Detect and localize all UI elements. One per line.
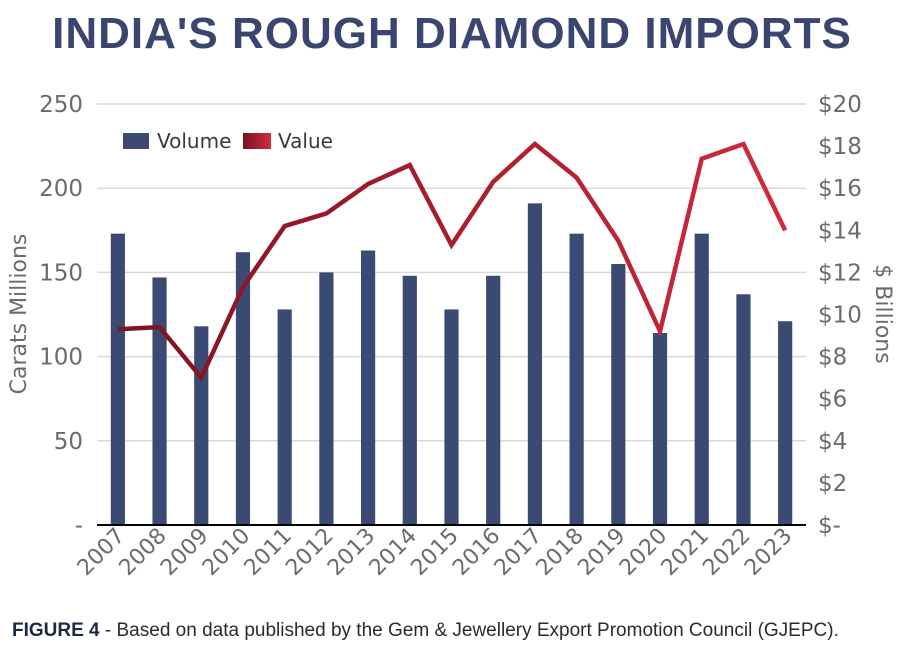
legend-swatch-volume: [123, 133, 149, 149]
x-tick-label: 2010: [198, 524, 255, 581]
legend-label-volume: Volume: [157, 129, 231, 153]
right-tick-label: $2: [818, 471, 847, 497]
bar-2007: [110, 233, 125, 525]
line-series-value: [117, 141, 788, 382]
figure-caption-text: - Based on data published by the Gem & J…: [99, 620, 839, 641]
right-axis-ticks: $- $2 $4 $6 $8 $10 $12 $14 $16 $18 $20: [818, 92, 862, 539]
bar-2009: [194, 326, 209, 525]
gridlines: [97, 103, 806, 442]
x-tick-label: 2011: [240, 524, 297, 581]
bar-2017: [527, 203, 543, 525]
bar-2011: [277, 309, 292, 525]
x-tick-label: 2023: [740, 524, 797, 581]
left-tick-label: -: [75, 513, 83, 539]
value-line: [117, 141, 788, 382]
left-tick-label: 200: [39, 176, 83, 202]
bar-series-volume: [110, 203, 793, 525]
bar-2008: [152, 277, 167, 525]
x-tick-label: 2022: [698, 524, 755, 581]
right-tick-label: $-: [818, 513, 841, 539]
right-tick-label: $12: [818, 260, 862, 286]
x-tick-label: 2021: [657, 524, 714, 581]
x-tick-label: 2015: [406, 524, 463, 581]
right-tick-label: $14: [818, 218, 862, 244]
x-tick-label: 2008: [115, 524, 172, 581]
x-tick-label: 2013: [323, 524, 380, 581]
bar-2020: [652, 333, 668, 525]
bar-2012: [319, 272, 334, 525]
bar-2018: [569, 233, 584, 525]
x-axis-ticks: 2007200820092010201120122013201420152016…: [73, 524, 798, 581]
right-tick-label: $6: [818, 387, 847, 413]
x-tick-label: 2012: [281, 524, 338, 581]
chart-title: INDIA'S ROUGH DIAMOND IMPORTS: [52, 9, 852, 58]
x-tick-label: 2009: [156, 524, 213, 581]
right-tick-label: $20: [818, 92, 862, 118]
right-axis-label: $ Billions: [870, 264, 895, 363]
x-tick-label: 2019: [573, 524, 630, 581]
left-tick-label: 150: [39, 260, 83, 286]
left-tick-label: 100: [39, 345, 83, 371]
bar-2022: [736, 294, 751, 525]
right-tick-label: $8: [818, 345, 847, 371]
legend: Volume Value: [123, 129, 333, 153]
left-tick-label: 250: [39, 92, 83, 118]
bar-2010: [235, 252, 251, 525]
x-tick-label: 2017: [490, 524, 547, 581]
bar-2013: [360, 250, 376, 525]
legend-swatch-value: [243, 133, 271, 149]
figure-caption-label: FIGURE 4: [12, 620, 100, 641]
bar-2023: [778, 321, 793, 525]
right-tick-label: $10: [818, 303, 862, 329]
right-tick-label: $16: [818, 176, 862, 202]
x-tick-label: 2018: [532, 524, 589, 581]
left-tick-label: 50: [54, 429, 83, 455]
bar-2014: [402, 275, 417, 525]
left-axis-ticks: - 50 100 150 200 250: [39, 92, 83, 539]
bar-2019: [611, 263, 626, 525]
bar-2016: [486, 275, 501, 525]
x-tick-label: 2016: [448, 524, 505, 581]
legend-label-value: Value: [278, 129, 333, 153]
x-tick-label: 2020: [615, 524, 672, 581]
left-axis-label: Carats Millions: [7, 234, 32, 395]
figure-caption: FIGURE 4 - Based on data published by th…: [12, 620, 839, 642]
bar-2015: [444, 309, 459, 525]
x-tick-label: 2014: [365, 524, 422, 581]
bar-2021: [694, 233, 709, 525]
right-tick-label: $4: [818, 429, 847, 455]
right-tick-label: $18: [818, 134, 862, 160]
